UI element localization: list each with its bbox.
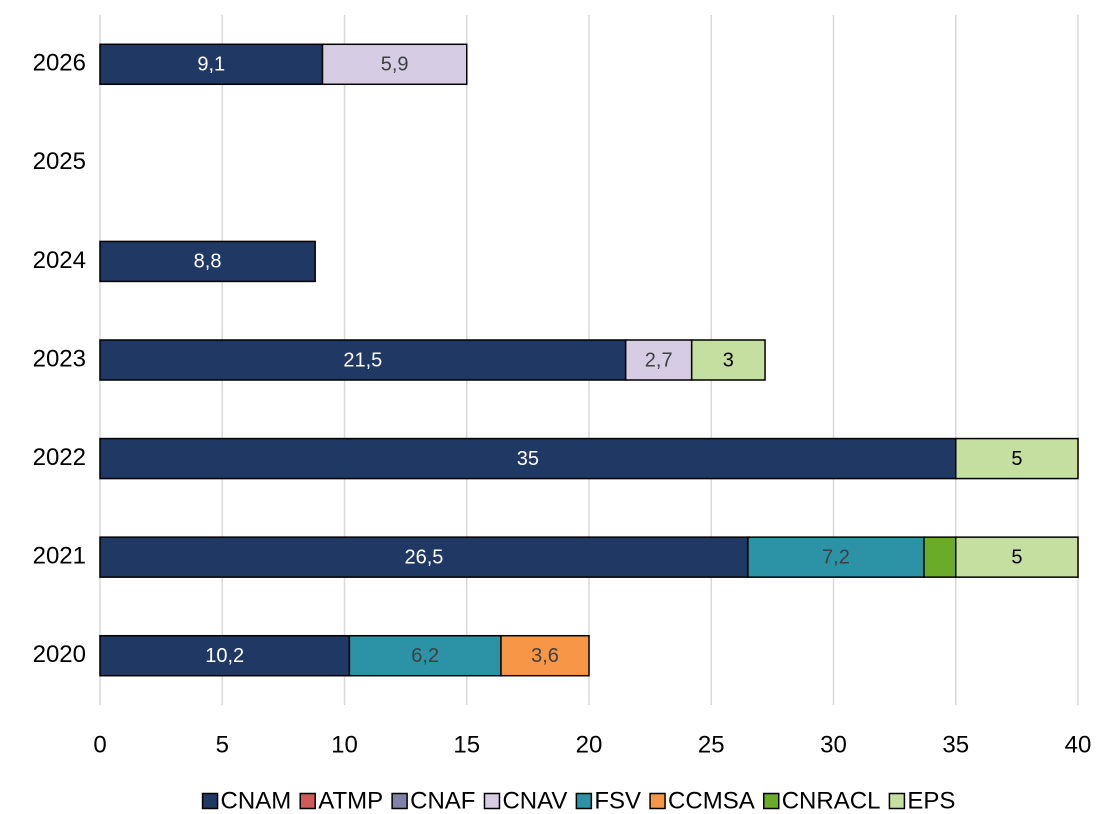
data-label: 3 <box>723 349 734 371</box>
legend-swatch <box>483 792 501 810</box>
bar-segment <box>99 339 627 381</box>
x-tick-label: 5 <box>216 731 229 758</box>
legend-label: CNRACL <box>782 787 881 814</box>
bar-segment <box>99 43 324 86</box>
legend-swatch <box>201 792 219 810</box>
legend-label: CNAM <box>221 787 292 814</box>
legend-swatch <box>888 792 906 810</box>
data-label: 7,2 <box>822 546 850 568</box>
data-label: 5,9 <box>381 54 409 76</box>
legend-swatch <box>299 792 316 810</box>
bar-segment <box>99 240 316 283</box>
x-tick-label: 40 <box>1065 731 1092 758</box>
bar-segment <box>747 536 925 578</box>
y-tick-label: 2026 <box>33 50 86 77</box>
data-label: 3,6 <box>531 645 559 667</box>
bar-segment <box>955 437 1079 480</box>
data-label: 8,8 <box>194 251 222 273</box>
legend-swatch <box>649 792 666 810</box>
bar-segment <box>321 43 468 86</box>
data-label: 2,7 <box>645 349 673 371</box>
data-label: 35 <box>517 448 539 470</box>
y-tick-label: 2025 <box>33 148 86 175</box>
bar-segment <box>500 634 590 677</box>
data-label: 5 <box>1011 448 1022 470</box>
data-label: 26,5 <box>404 546 443 568</box>
data-label: 6,2 <box>411 645 439 667</box>
legend-label: CNAF <box>410 787 475 814</box>
x-tick-label: 25 <box>698 731 725 758</box>
x-tick-label: 35 <box>942 731 969 758</box>
data-label: 9,1 <box>197 54 225 76</box>
legend-label: EPS <box>907 787 955 814</box>
legend-label: ATMP <box>318 787 383 814</box>
legend-swatch <box>391 792 408 810</box>
x-tick-label: 20 <box>576 731 603 758</box>
bar-segment <box>690 339 766 381</box>
y-tick-label: 2020 <box>33 641 86 668</box>
bar-segment <box>99 536 749 578</box>
data-label: 21,5 <box>343 349 382 371</box>
bar-segment <box>923 536 957 578</box>
data-label: 5 <box>1011 546 1022 568</box>
legend-swatch <box>575 792 593 810</box>
y-tick-label: 2023 <box>33 345 86 372</box>
x-tick-label: 0 <box>93 731 106 758</box>
legend-label: CNAV <box>502 787 567 814</box>
legend: CNAM ATMP CNAF CNAV FSV CCMSA CNRACL EPS <box>201 787 955 814</box>
bar-segment <box>955 536 1079 578</box>
legend-label: CCMSA <box>668 787 755 814</box>
y-tick-label: 2022 <box>33 444 86 471</box>
y-tick-label: 2024 <box>33 247 86 274</box>
bar-segment <box>624 339 693 381</box>
x-tick-label: 15 <box>453 731 480 758</box>
bar-segment <box>348 634 502 677</box>
y-tick-label: 2021 <box>33 542 86 569</box>
legend-swatch <box>762 792 780 810</box>
legend-label: FSV <box>594 787 641 814</box>
x-tick-label: 10 <box>331 731 358 758</box>
x-tick-label: 30 <box>820 731 847 758</box>
data-label: 10,2 <box>205 645 244 667</box>
bar-segment <box>99 437 957 480</box>
